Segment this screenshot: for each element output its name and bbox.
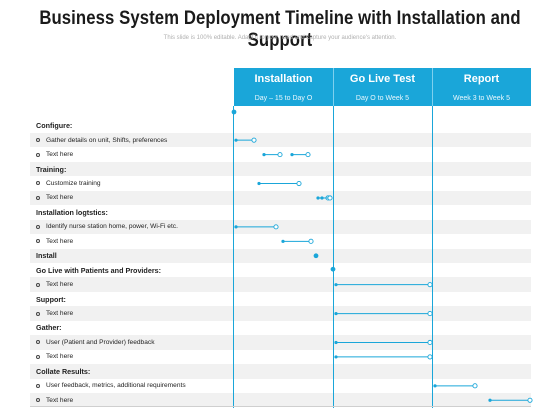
task-label: Gather:	[36, 323, 62, 333]
task-label: Text here	[46, 310, 74, 318]
task-label: Gather details on unit, Shifts, preferen…	[46, 136, 168, 144]
timeline-bar	[334, 282, 433, 288]
task-item: Gather details on unit, Shifts, preferen…	[30, 132, 531, 148]
column-divider	[233, 106, 234, 408]
task-item: Identify nurse station home, power, Wi-F…	[30, 219, 531, 235]
milestone-marker	[231, 109, 237, 115]
timeline-bar	[257, 180, 302, 187]
task-label: Support:	[36, 294, 66, 304]
bullet-icon	[36, 195, 40, 200]
page-subtitle: This slide is 100% editable. Adapt it to…	[163, 35, 397, 41]
task-label: Text here	[46, 151, 74, 159]
task-group-heading: Support:	[30, 292, 531, 306]
task-item: Text here	[30, 277, 531, 292]
bullet-icon	[36, 282, 40, 287]
column-header-go-live-test: Go Live Test	[333, 68, 432, 90]
task-label: User feedback, metrics, additional requi…	[46, 382, 186, 390]
task-label: Text here	[46, 353, 74, 361]
task-label: Text here	[46, 281, 74, 289]
timeline-bar	[290, 152, 311, 158]
column-header-installation: Installation	[234, 68, 333, 90]
bullet-icon	[36, 383, 40, 388]
timeline-bar	[433, 383, 478, 389]
bullet-icon	[36, 224, 40, 229]
column-header-report: Report	[432, 68, 531, 90]
task-item: Text here	[30, 393, 531, 408]
task-item: User (Patient and Provider) feedback	[30, 335, 531, 350]
timeline-bar	[488, 397, 533, 403]
header-divider	[432, 68, 433, 106]
timeline-bar	[262, 152, 283, 158]
task-group-heading: Go Live with Patients and Providers:	[30, 263, 531, 277]
task-label: Identify nurse station home, power, Wi-F…	[46, 223, 178, 231]
page-title: Business System Deployment Timeline with…	[39, 8, 521, 51]
timeline-bar	[316, 195, 333, 201]
column-range-report: Week 3 to Week 5	[432, 90, 531, 106]
header-divider	[333, 68, 334, 106]
task-group-heading: Configure:	[30, 119, 531, 133]
timeline-bar	[334, 311, 433, 317]
bullet-icon	[36, 181, 40, 186]
task-item: Text here	[30, 234, 531, 248]
task-label: Text here	[46, 237, 74, 245]
task-item: Text here	[30, 350, 531, 364]
task-group-heading: Gather:	[30, 321, 531, 335]
task-item: Text here	[30, 306, 531, 321]
task-label: Training:	[36, 164, 67, 174]
bullet-icon	[36, 152, 40, 157]
task-group-heading: Install	[30, 248, 531, 263]
task-label: User (Patient and Provider) feedback	[46, 338, 155, 346]
column-range-installation: Day – 15 to Day O	[234, 90, 333, 106]
timeline-bar	[334, 354, 433, 360]
column-divider	[333, 106, 334, 408]
task-group-heading: Collate Results:	[30, 364, 531, 379]
bullet-icon	[36, 340, 40, 345]
task-label: Text here	[46, 396, 74, 404]
task-label: Text here	[46, 194, 74, 202]
table-bottom-border	[30, 406, 531, 407]
task-group-heading: Installation logtstics:	[30, 205, 531, 219]
bullet-icon	[36, 311, 40, 316]
bullet-icon	[36, 239, 40, 244]
timeline-bar	[234, 137, 257, 143]
task-group-heading: Training:	[30, 161, 531, 177]
bullet-icon	[36, 354, 40, 359]
timeline-bar	[234, 224, 279, 230]
milestone-marker	[313, 253, 319, 259]
task-item: Text here	[30, 147, 531, 161]
task-label: Installation logtstics:	[36, 207, 108, 217]
bullet-icon	[36, 398, 40, 403]
task-item: Text here	[30, 190, 531, 206]
task-label: Configure:	[36, 121, 73, 131]
bullet-icon	[36, 138, 40, 143]
task-label: Install	[36, 251, 57, 261]
column-range-go-live-test: Day O to Week 5	[333, 90, 432, 106]
timeline-bar	[281, 238, 314, 244]
milestone-marker	[330, 266, 336, 272]
task-label: Customize training	[46, 179, 101, 187]
task-item: User feedback, metrics, additional requi…	[30, 379, 531, 393]
column-divider	[432, 106, 433, 408]
timeline-bar	[334, 339, 433, 346]
task-label: Go Live with Patients and Providers:	[36, 265, 162, 275]
task-label: Collate Results:	[36, 366, 91, 376]
task-item: Customize training	[30, 176, 531, 190]
